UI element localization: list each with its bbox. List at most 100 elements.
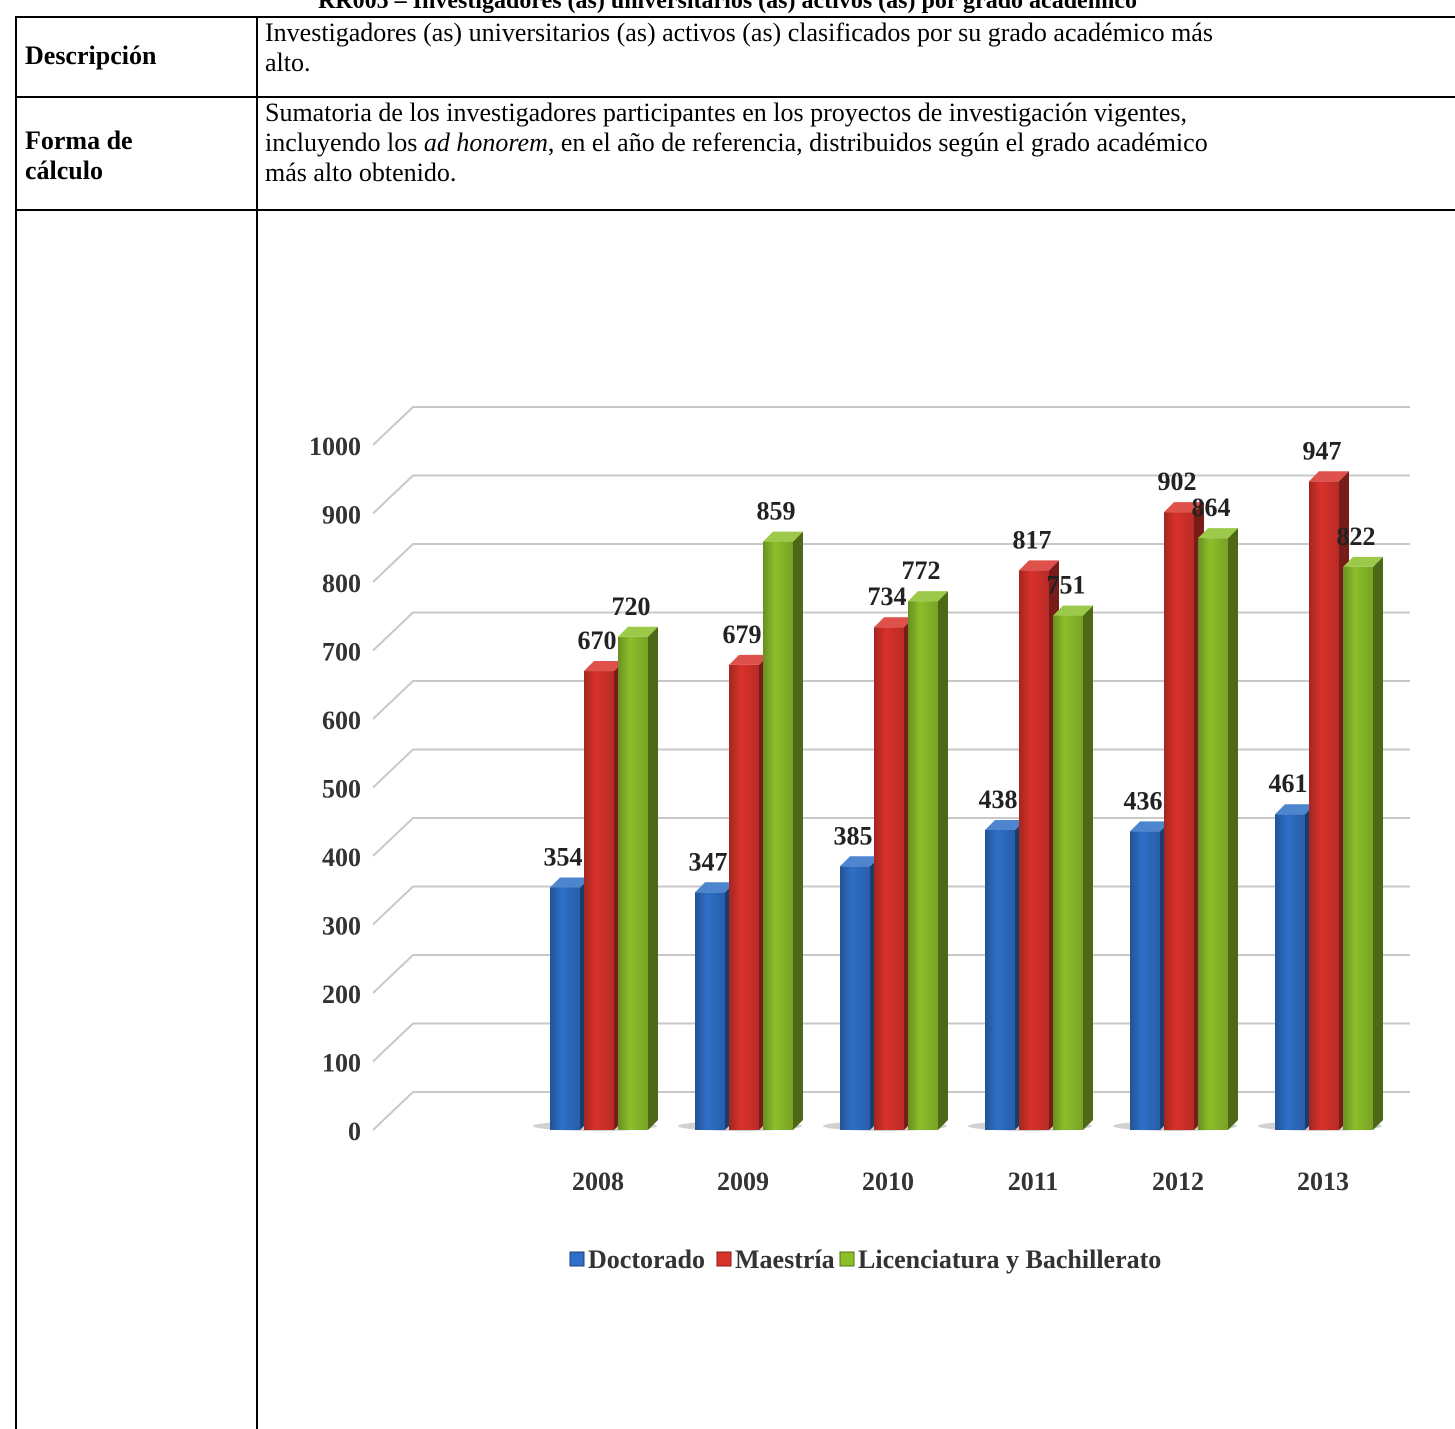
y-tick-label: 1000 <box>309 432 361 461</box>
y-tick-label: 0 <box>348 1117 361 1146</box>
data-label: 772 <box>902 556 941 585</box>
bar <box>1343 566 1373 1130</box>
y-tick-label: 900 <box>322 501 361 530</box>
table-border-row1 <box>15 96 1455 98</box>
bar <box>1019 570 1049 1130</box>
description-label: Descripción <box>25 41 157 70</box>
x-tick-label: 2011 <box>1008 1167 1059 1196</box>
data-label: 902 <box>1158 467 1197 496</box>
data-label: 670 <box>578 626 617 655</box>
bar <box>1275 814 1305 1130</box>
legend-swatch <box>569 1251 585 1267</box>
bar <box>840 866 870 1130</box>
y-tick-label: 600 <box>322 706 361 735</box>
bar-side <box>648 626 658 1130</box>
data-label: 438 <box>979 785 1018 814</box>
calculation-label-line-2: cálculo <box>25 156 103 185</box>
bar <box>985 829 1015 1130</box>
calculation-line-2: incluyendo los ad honorem, en el año de … <box>265 128 1208 158</box>
bar <box>908 601 938 1130</box>
calculation-line-1: Sumatoria de los investigadores particip… <box>265 98 1188 127</box>
table-border-top <box>15 16 1455 18</box>
legend-label: Licenciatura y Bachillerato <box>858 1245 1161 1274</box>
data-label: 734 <box>868 582 907 611</box>
bar <box>618 636 648 1130</box>
y-tick-label: 700 <box>322 638 361 667</box>
legend-swatch <box>839 1251 855 1267</box>
data-label: 679 <box>723 620 762 649</box>
bar-top <box>874 617 914 628</box>
data-label: 817 <box>1013 525 1052 554</box>
data-label: 751 <box>1047 571 1086 600</box>
bar <box>763 541 793 1130</box>
page-title: RR005 – Investigadores (as) universitari… <box>317 0 1138 14</box>
data-label: 354 <box>544 843 583 872</box>
bar-top <box>763 531 803 542</box>
bar <box>550 887 580 1130</box>
y-tick-label: 100 <box>322 1049 361 1078</box>
bar-side <box>1228 528 1238 1130</box>
gridline <box>372 543 1410 583</box>
bar-top <box>1309 471 1349 482</box>
data-label: 720 <box>612 592 651 621</box>
x-tick-label: 2009 <box>717 1167 769 1196</box>
bar-top <box>908 591 948 602</box>
calculation-label-line-1: Forma de <box>25 126 133 155</box>
data-label: 859 <box>757 497 796 526</box>
description-line-2: alto. <box>265 48 311 77</box>
gridline <box>372 474 1410 515</box>
bar <box>1053 615 1083 1130</box>
bar <box>584 671 614 1130</box>
bar-top <box>1198 528 1238 539</box>
bar <box>1164 512 1194 1130</box>
calculation-line-2a: incluyendo los <box>265 128 424 157</box>
y-tick-label: 400 <box>322 843 361 872</box>
bar <box>1198 538 1228 1130</box>
bar-top <box>1275 804 1315 815</box>
calculation-line-2b: , en el año de referencia, distribuidos … <box>547 128 1208 157</box>
table-border-left-lower <box>15 315 17 1429</box>
calculation-line-3: más alto obtenido. <box>265 158 457 187</box>
data-label: 385 <box>834 821 873 850</box>
x-tick-label: 2012 <box>1152 1167 1204 1196</box>
bar-side <box>1083 605 1093 1130</box>
data-label: 947 <box>1303 436 1342 465</box>
x-tick-label: 2010 <box>862 1167 914 1196</box>
y-tick-label: 200 <box>322 980 361 1009</box>
bar-top <box>729 654 769 665</box>
bar-top <box>985 819 1025 830</box>
table-border-left <box>15 17 17 315</box>
y-tick-label: 800 <box>322 569 361 598</box>
x-tick-label: 2013 <box>1297 1167 1349 1196</box>
bar-side <box>938 591 948 1130</box>
bar-chart: 0 100 200 300 400 500 600 700 800 900 1000 354 670 72… <box>309 406 1410 1274</box>
gridline <box>372 406 1410 446</box>
bar-top <box>840 856 880 867</box>
data-label: 864 <box>1192 493 1231 522</box>
bar-top <box>1164 502 1204 513</box>
table-border-divider <box>256 17 258 1429</box>
bar <box>874 627 904 1130</box>
bar-side <box>793 531 803 1130</box>
legend-label: Maestría <box>735 1245 835 1274</box>
bar-top <box>1019 560 1059 571</box>
bar-top <box>1343 556 1383 567</box>
x-tick-label: 2008 <box>572 1167 624 1196</box>
y-tick-label: 500 <box>322 775 361 804</box>
table-border-row2 <box>15 209 1455 211</box>
bar-top <box>618 626 658 637</box>
legend-label: Doctorado <box>588 1245 705 1274</box>
bar-side <box>1373 556 1383 1130</box>
data-label: 822 <box>1337 522 1376 551</box>
bar-top <box>1130 821 1170 832</box>
y-tick-label: 300 <box>322 912 361 941</box>
bar <box>1130 831 1160 1130</box>
data-label: 436 <box>1124 786 1163 815</box>
bar-top <box>695 882 735 893</box>
calculation-line-2-italic: ad honorem <box>423 128 548 157</box>
legend-swatch <box>716 1251 732 1267</box>
bar-top <box>550 877 590 888</box>
data-label: 347 <box>689 847 728 876</box>
bar <box>1309 481 1339 1130</box>
description-line-1: Investigadores (as) universitarios (as) … <box>265 18 1213 47</box>
